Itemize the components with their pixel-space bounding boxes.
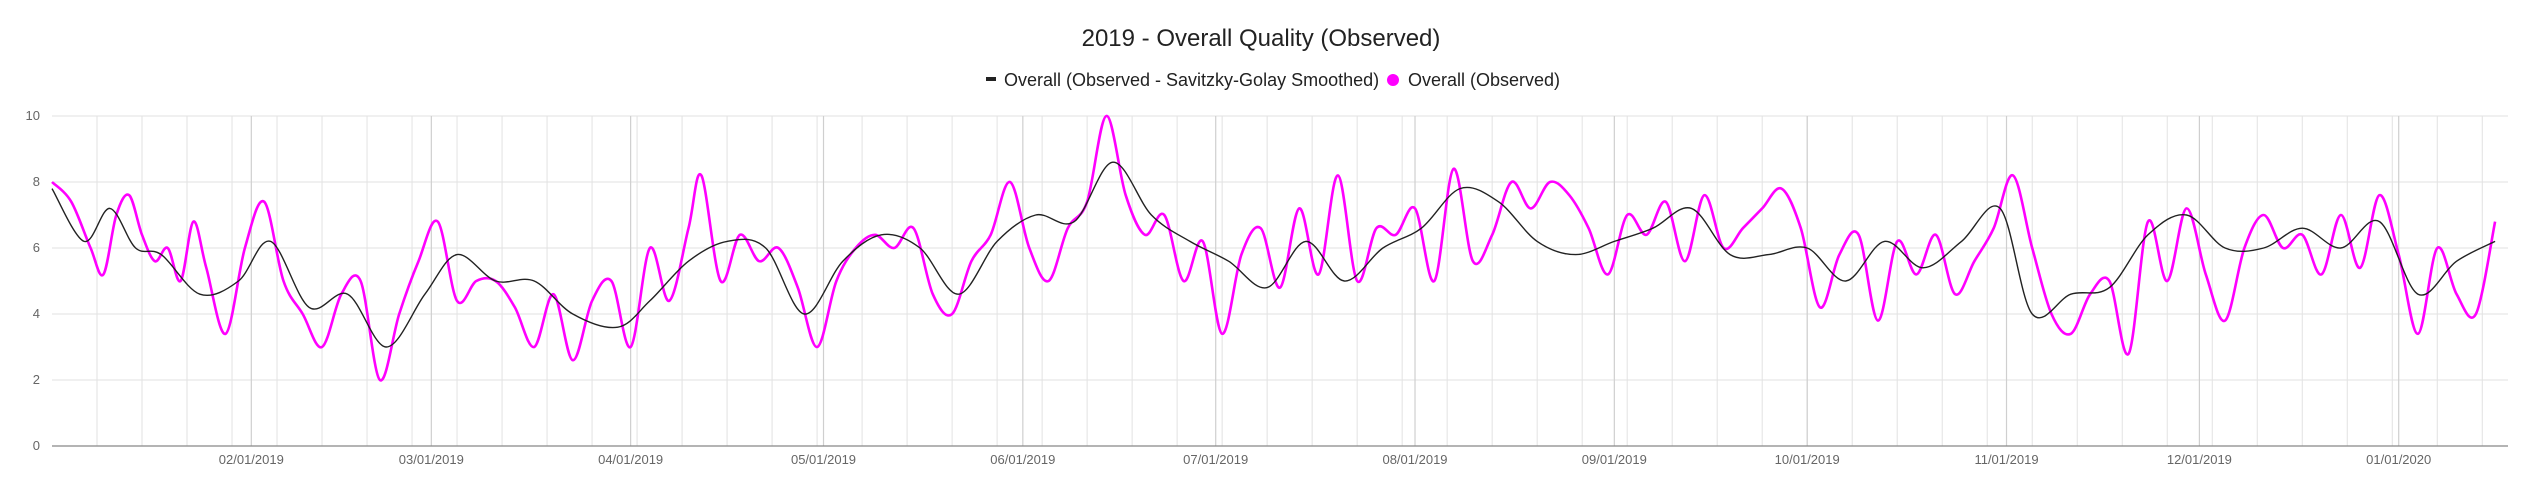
y-tick-label: 6: [33, 240, 40, 255]
x-tick-label: 11/01/2019: [1974, 452, 2038, 467]
legend-marker-smoothed: [986, 77, 996, 81]
x-tick-label: 09/01/2019: [1582, 452, 1647, 467]
y-tick-label: 4: [33, 306, 40, 321]
x-tick-label: 03/01/2019: [399, 452, 464, 467]
chart-title: 2019 - Overall Quality (Observed): [1082, 25, 1441, 52]
legend: Overall (Observed - Savitzky-Golay Smoot…: [986, 70, 1560, 90]
y-axis: 0 2 4 6 8 10: [26, 108, 40, 453]
x-tick-label: 01/01/2020: [2366, 452, 2431, 467]
series-layer: [51, 114, 2497, 382]
legend-label-smoothed: Overall (Observed - Savitzky-Golay Smoot…: [1004, 70, 1379, 90]
series-line-observed: [51, 114, 2497, 382]
x-tick-label: 07/01/2019: [1183, 452, 1248, 467]
legend-marker-observed: [1387, 74, 1399, 86]
x-axis: 02/01/2019 03/01/2019 04/01/2019 05/01/2019…: [52, 445, 2508, 467]
x-tick-label: 02/01/2019: [219, 452, 284, 467]
y-tick-label: 2: [33, 372, 40, 387]
x-tick-label: 10/01/2019: [1775, 452, 1840, 467]
x-tick-label: 06/01/2019: [990, 452, 1055, 467]
y-tick-label: 10: [26, 108, 40, 123]
grid-lines: [52, 115, 2508, 446]
y-tick-label: 8: [33, 174, 40, 189]
x-tick-label: 08/01/2019: [1382, 452, 1447, 467]
series-line-smoothed: [51, 161, 2496, 348]
y-tick-label: 0: [33, 438, 40, 453]
legend-label-observed: Overall (Observed): [1408, 70, 1560, 90]
x-tick-label: 12/01/2019: [2167, 452, 2232, 467]
x-tick-label: 05/01/2019: [791, 452, 856, 467]
x-tick-label: 04/01/2019: [598, 452, 663, 467]
